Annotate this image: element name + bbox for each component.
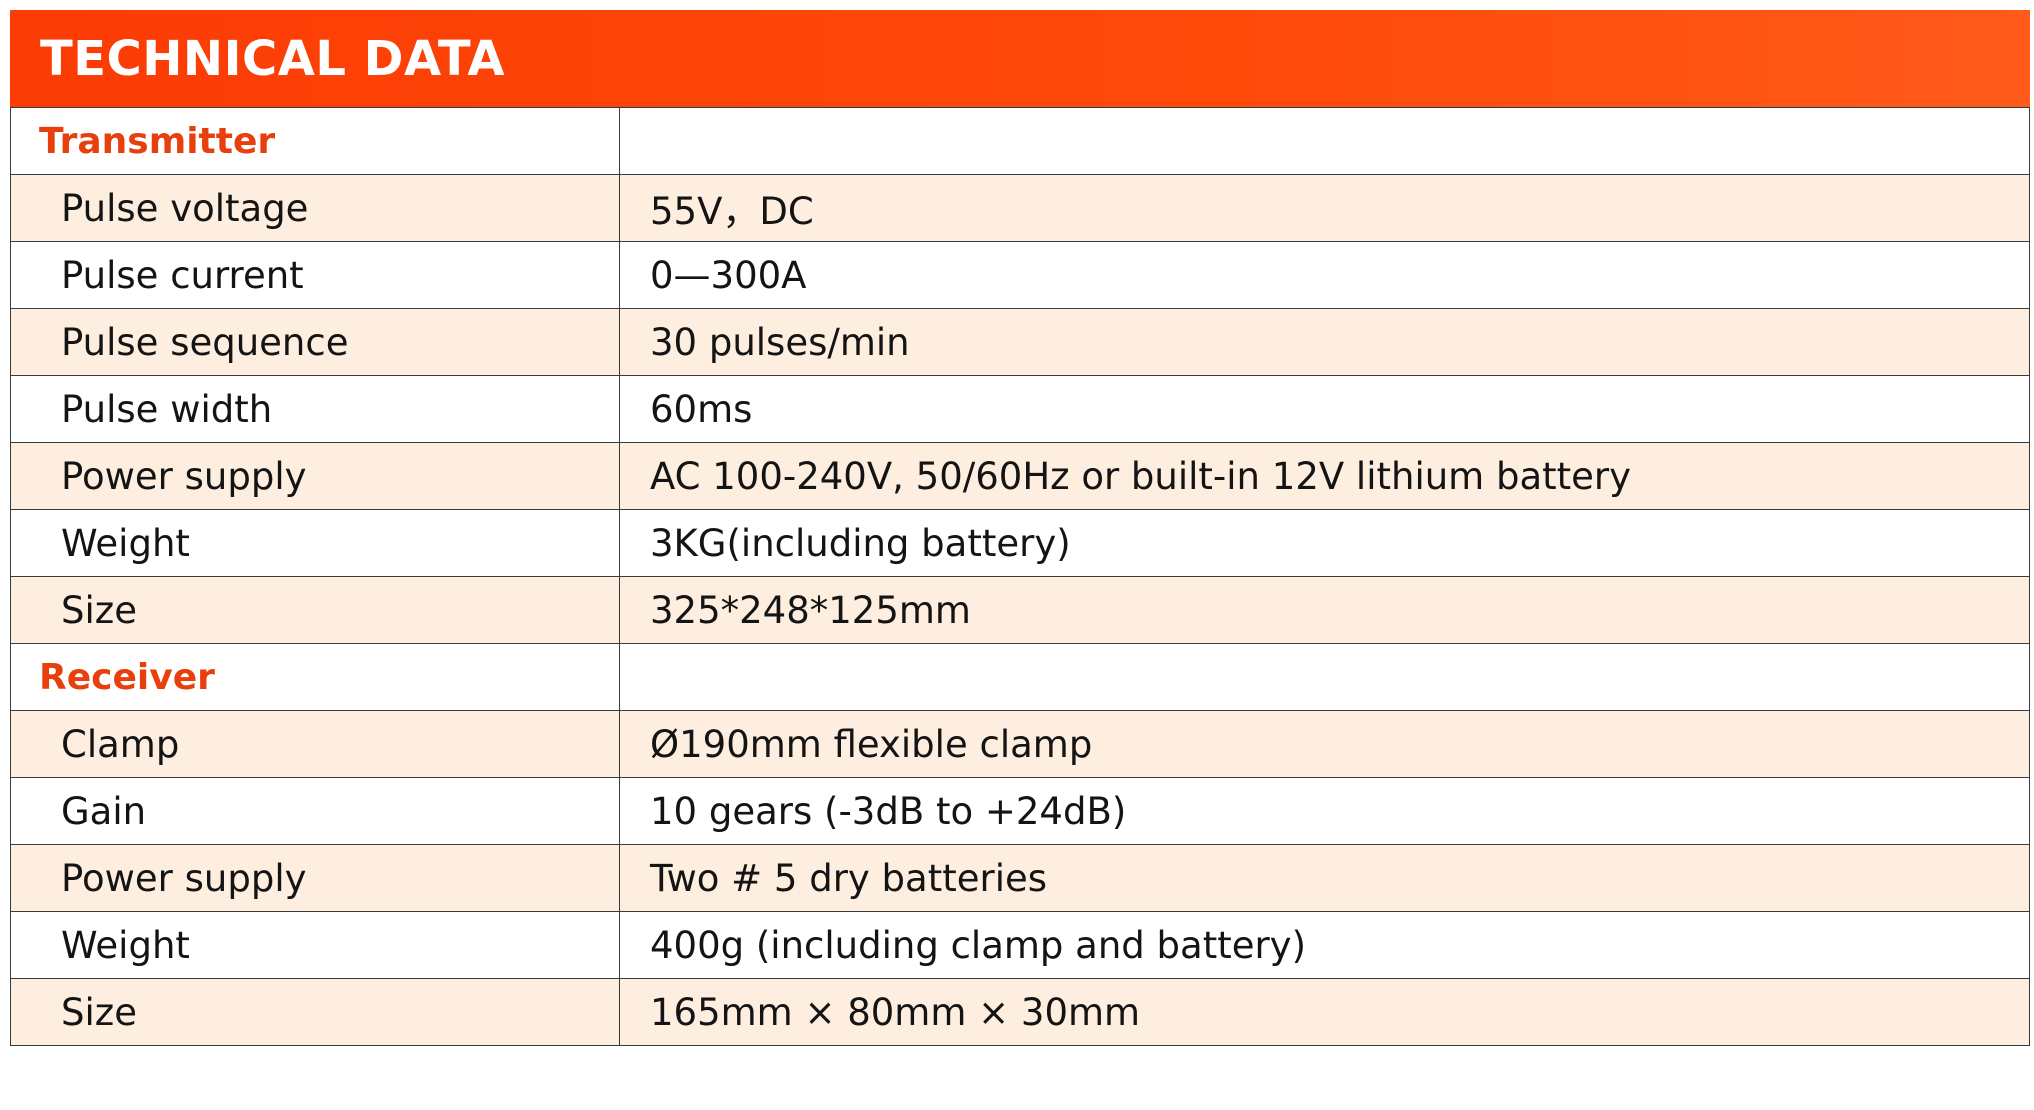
spec-label: Clamp xyxy=(10,710,620,778)
spec-label: Weight xyxy=(10,911,620,979)
table-row: Gain 10 gears (-3dB to +24dB) xyxy=(10,777,2030,845)
spec-label: Weight xyxy=(10,509,620,577)
section-row-receiver: Receiver xyxy=(10,643,2030,711)
spec-table: Transmitter Pulse voltage 55V，DC Pulse curr… xyxy=(10,107,2030,1046)
spec-value: AC 100-240V, 50/60Hz or built-in 12V lit… xyxy=(619,442,2030,510)
table-row: Weight 400g (including clamp and battery) xyxy=(10,911,2030,979)
spec-label: Size xyxy=(10,978,620,1046)
spec-value: 60ms xyxy=(619,375,2030,443)
table-row: Pulse sequence 30 pulses/min xyxy=(10,308,2030,376)
spec-label: Gain xyxy=(10,777,620,845)
spec-label: Power supply xyxy=(10,442,620,510)
section-empty-cell xyxy=(619,643,2030,711)
section-title: Receiver xyxy=(10,643,620,711)
section-title: Transmitter xyxy=(10,107,620,175)
table-row: Power supply Two # 5 dry batteries xyxy=(10,844,2030,912)
section-row-transmitter: Transmitter xyxy=(10,107,2030,175)
table-row: Pulse width 60ms xyxy=(10,375,2030,443)
spec-value: Ø190mm flexible clamp xyxy=(619,710,2030,778)
section-empty-cell xyxy=(619,107,2030,175)
spec-value: 400g (including clamp and battery) xyxy=(619,911,2030,979)
table-row: Power supply AC 100-240V, 50/60Hz or buil… xyxy=(10,442,2030,510)
table-row: Size 325*248*125mm xyxy=(10,576,2030,644)
spec-value: 0—300A xyxy=(619,241,2030,309)
spec-label: Pulse width xyxy=(10,375,620,443)
technical-data-sheet: TECHNICAL DATA Transmitter Pulse voltage 5… xyxy=(10,10,2030,1046)
spec-label: Power supply xyxy=(10,844,620,912)
table-row: Weight 3KG(including battery) xyxy=(10,509,2030,577)
spec-value: 30 pulses/min xyxy=(619,308,2030,376)
spec-value: 3KG(including battery) xyxy=(619,509,2030,577)
table-row: Pulse current 0—300A xyxy=(10,241,2030,309)
spec-value: Two # 5 dry batteries xyxy=(619,844,2030,912)
spec-value: 165mm × 80mm × 30mm xyxy=(619,978,2030,1046)
header-bar: TECHNICAL DATA xyxy=(10,10,2030,107)
table-row: Pulse voltage 55V，DC xyxy=(10,174,2030,242)
spec-value: 325*248*125mm xyxy=(619,576,2030,644)
table-row: Size 165mm × 80mm × 30mm xyxy=(10,978,2030,1046)
spec-label: Pulse voltage xyxy=(10,174,620,242)
spec-value: 55V，DC xyxy=(619,174,2030,242)
page-title: TECHNICAL DATA xyxy=(40,30,506,87)
table-row: Clamp Ø190mm flexible clamp xyxy=(10,710,2030,778)
spec-value: 10 gears (-3dB to +24dB) xyxy=(619,777,2030,845)
spec-label: Pulse current xyxy=(10,241,620,309)
spec-label: Size xyxy=(10,576,620,644)
spec-label: Pulse sequence xyxy=(10,308,620,376)
